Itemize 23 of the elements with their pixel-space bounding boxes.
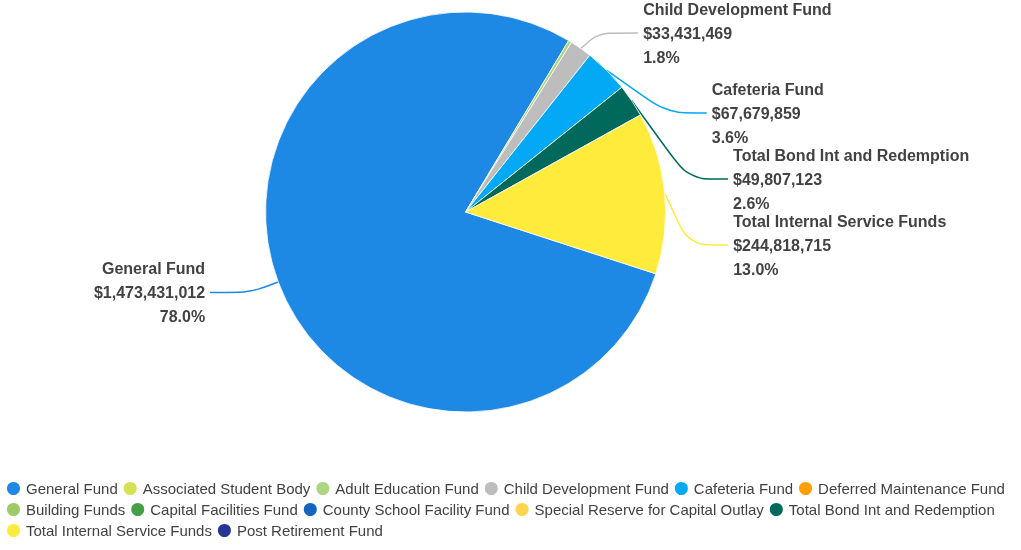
data-label: $49,807,123 2.6% — [733, 170, 823, 212]
data-label: $1,473,431,012 78.0% — [93, 284, 206, 325]
slice-label: General Fund — [102, 260, 206, 277]
legend-label: Adult Education Fund — [335, 480, 479, 497]
data-label: $33,431,469 1.8% — [643, 24, 733, 66]
slice-label: Cafeteria Fund — [711, 80, 824, 98]
legend-label: Child Development Fund — [503, 480, 669, 497]
legend-label: Cafeteria Fund — [693, 480, 794, 497]
legend-label: General Fund — [26, 480, 118, 497]
legend-label: Deferred Maintenance Fund — [818, 480, 1005, 497]
legend-label: Special Reserve for Capital Outlay — [534, 501, 765, 518]
legend-label: County School Facility Fund — [322, 501, 510, 518]
data-label: $67,679,859 3.6% — [711, 104, 801, 146]
slice-label: Child Development Fund — [643, 0, 832, 18]
slice-label: Total Internal Service Funds — [733, 212, 947, 230]
legend-label: Associated Student Body — [142, 480, 311, 497]
legend-label: Capital Facilities Fund — [150, 501, 298, 518]
legend-label: Total Bond Int and Redemption — [788, 501, 995, 518]
legend-label: Building Funds — [26, 501, 126, 518]
legend-label: Total Internal Service Funds — [26, 522, 212, 539]
data-label: $244,818,715 13.0% — [733, 236, 832, 278]
legend-label: Post Retirement Fund — [236, 522, 383, 539]
slice-label: Total Bond Int and Redemption — [733, 146, 970, 164]
